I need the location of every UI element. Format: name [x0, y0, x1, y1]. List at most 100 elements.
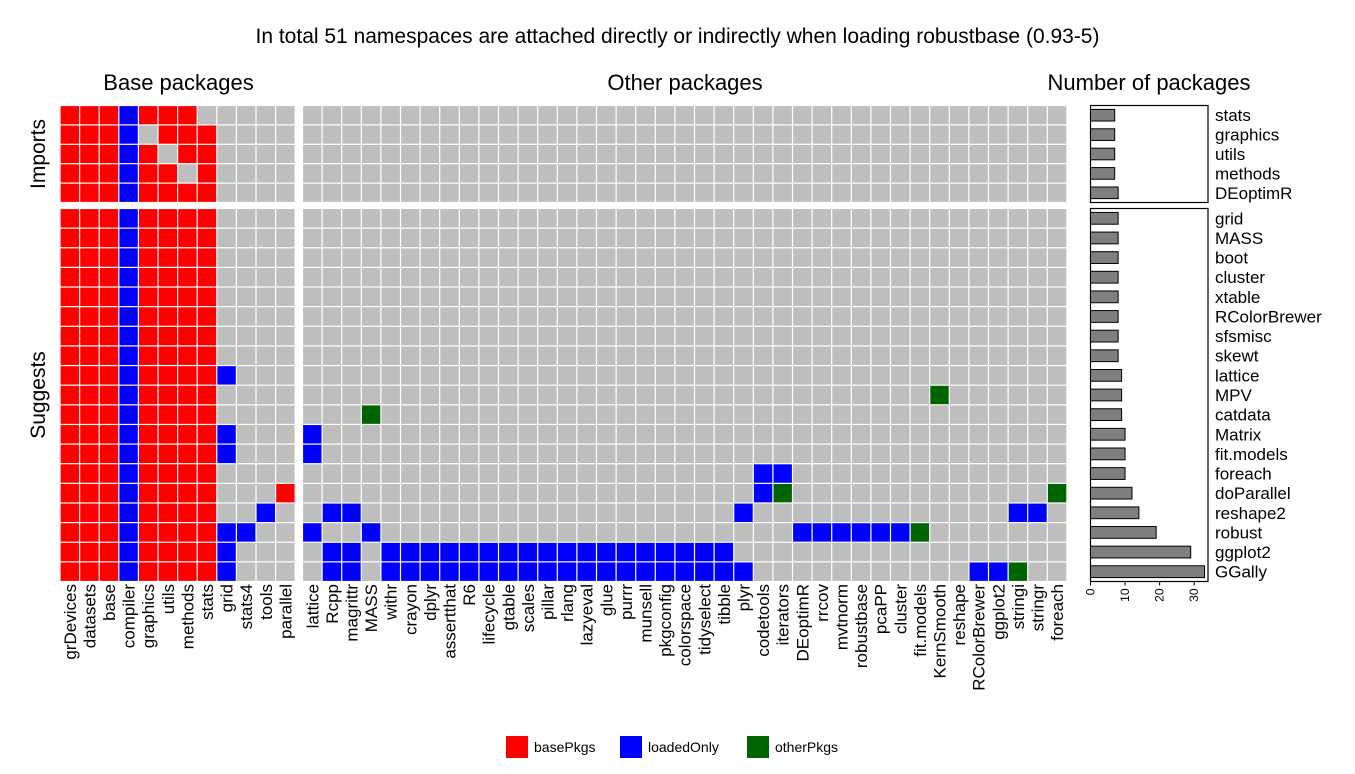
cell-graphics-dplyr: [420, 125, 440, 144]
cell-grid-methods: [178, 209, 197, 228]
cell-cluster-iterators: [773, 267, 792, 287]
cell-stats-assertthat: [440, 106, 459, 125]
cell-mass-colorspace: [675, 228, 694, 248]
column-label-iterators: iterators: [774, 584, 793, 645]
cell-deoptimr-mvtnorm: [832, 183, 851, 202]
cell-fit-models-mvtnorm: [832, 444, 851, 464]
cell-skewt-foreach: [1047, 346, 1067, 365]
cell-catdata-parallel: [276, 405, 295, 424]
cell-xtable-stringr: [1028, 287, 1047, 307]
cell-cluster-reshape: [949, 267, 969, 287]
cell-matrix-codetools: [753, 425, 773, 444]
cell-sfsmisc-pcapp: [871, 326, 890, 346]
cell-skewt-rcolorbrewer: [969, 346, 988, 365]
cell-utils-rcolorbrewer: [969, 144, 988, 164]
cell-mpv-kernsmooth: [930, 385, 949, 405]
cell-skewt-dplyr: [420, 346, 440, 365]
legend-label-otherpkgs: otherPkgs: [775, 739, 838, 755]
cell-foreach-glue: [597, 464, 616, 483]
cell-methods-datasets: [80, 164, 99, 183]
cell-sfsmisc-withr: [381, 326, 400, 346]
cell-methods-foreach: [1047, 164, 1067, 183]
cell-doparallel-stringi: [1008, 483, 1028, 503]
cell-lattice-rcpp: [322, 366, 342, 385]
bar-matrix: [1090, 427, 1126, 441]
cell-stats-methods: [178, 106, 197, 125]
cell-matrix-graphics: [139, 425, 158, 444]
cell-stats-stringr: [1028, 106, 1047, 125]
cell-stats-mass: [361, 106, 381, 125]
cell-reshape2-grdevices: [60, 503, 79, 523]
row-label-robust: robust: [1215, 523, 1263, 542]
cell-robust-munsell: [636, 523, 655, 542]
cell-fit-models-dplyr: [420, 444, 440, 464]
cell-lattice-ggplot2: [989, 366, 1008, 385]
cell-graphics-pcapp: [871, 125, 890, 144]
cell-robust-graphics: [139, 523, 158, 542]
cell-mass-plyr: [734, 228, 753, 248]
cell-rcolorbrewer-grdevices: [60, 307, 79, 326]
cell-mpv-lazyeval: [577, 385, 596, 405]
bar-tick-label-20: 20: [1153, 588, 1167, 602]
cell-skewt-parallel: [276, 346, 295, 365]
cell-reshape2-base: [99, 503, 119, 523]
cell-boot-iterators: [773, 248, 792, 267]
column-label-stringr: stringr: [1029, 584, 1048, 632]
cell-deoptimr-grdevices: [60, 183, 79, 202]
cell-graphics-tidyselect: [695, 125, 714, 144]
cell-fit-models-ggplot2: [989, 444, 1008, 464]
cell-robust-rlang: [557, 523, 577, 542]
cell-mpv-tibble: [714, 385, 734, 405]
cell-sfsmisc-assertthat: [440, 326, 459, 346]
cell-doparallel-grid: [217, 483, 236, 503]
cell-deoptimr-withr: [381, 183, 400, 202]
cell-grid-utils: [158, 209, 177, 228]
cell-boot-scales: [518, 248, 538, 267]
cell-mass-lifecycle: [479, 228, 498, 248]
cell-mass-pcapp: [871, 228, 890, 248]
cell-reshape2-rrcov: [812, 503, 832, 523]
cell-deoptimr-tidyselect: [695, 183, 714, 202]
cell-mpv-colorspace: [675, 385, 694, 405]
cell-matrix-stringr: [1028, 425, 1047, 444]
cell-doparallel-stats: [197, 483, 217, 503]
cell-fit-models-assertthat: [440, 444, 459, 464]
cell-reshape2-colorspace: [675, 503, 694, 523]
cell-reshape2-lazyeval: [577, 503, 596, 523]
column-label-colorspace: colorspace: [676, 584, 695, 666]
cell-mpv-mvtnorm: [832, 385, 851, 405]
cell-graphics-utils: [158, 125, 177, 144]
cell-fit-models-munsell: [636, 444, 655, 464]
cell-reshape2-tidyselect: [695, 503, 714, 523]
cell-utils-dplyr: [420, 144, 440, 164]
cell-lattice-datasets: [80, 366, 99, 385]
cell-ggplot2-r6: [459, 542, 479, 562]
cell-methods-pcapp: [871, 164, 890, 183]
cell-foreach-dplyr: [420, 464, 440, 483]
cell-robust-tidyselect: [695, 523, 714, 542]
cell-doparallel-kernsmooth: [930, 483, 949, 503]
cell-cluster-kernsmooth: [930, 267, 949, 287]
cell-foreach-colorspace: [675, 464, 694, 483]
cell-deoptimr-mass: [361, 183, 381, 202]
cell-ggally-parallel: [276, 562, 295, 581]
cell-cluster-stringi: [1008, 267, 1028, 287]
cell-foreach-plyr: [734, 464, 753, 483]
cell-mpv-rlang: [557, 385, 577, 405]
cell-utils-lazyeval: [577, 144, 596, 164]
cell-methods-tidyselect: [695, 164, 714, 183]
cell-catdata-lifecycle: [479, 405, 498, 424]
cell-grid-pcapp: [871, 209, 890, 228]
cell-methods-pkgconfig: [655, 164, 675, 183]
cell-grid-crayon: [401, 209, 420, 228]
cell-doparallel-tibble: [714, 483, 734, 503]
column-label-tools: tools: [257, 584, 276, 620]
cell-fit-models-rrcov: [812, 444, 832, 464]
cell-fit-models-deoptimr: [793, 444, 812, 464]
cell-graphics-tools: [256, 125, 275, 144]
cell-ggplot2-ggplot2: [989, 542, 1008, 562]
cell-reshape2-rcolorbrewer: [969, 503, 988, 523]
cell-ggally-lazyeval: [577, 562, 596, 581]
cell-foreach-codetools: [753, 464, 773, 483]
cell-rcolorbrewer-glue: [597, 307, 616, 326]
